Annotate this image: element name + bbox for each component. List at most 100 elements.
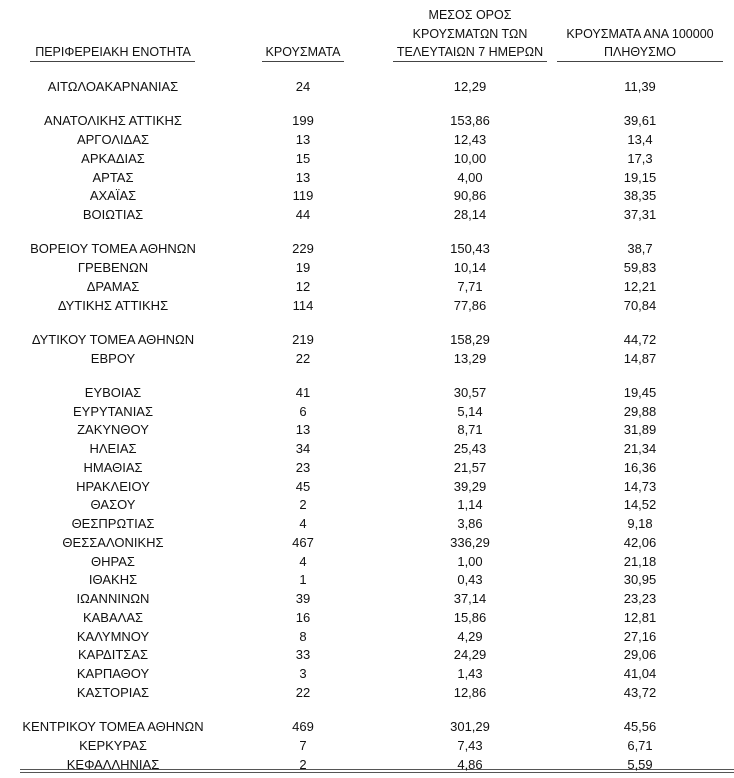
table-cell: 119 — [292, 188, 314, 204]
header-cell: ΤΕΛΕΥΤΑΙΩΝ 7 ΗΜΕΡΩΝ — [396, 45, 544, 59]
table-cell: 7,43 — [457, 737, 483, 753]
table-cell: 13 — [295, 132, 311, 147]
table-cell: 1,43 — [457, 666, 483, 681]
header-cell: ΠΛΗΘΥΣΜΟ — [604, 45, 676, 59]
table-cell: 31,89 — [623, 422, 657, 438]
region-name: ΙΘΑΚΗΣ — [88, 572, 138, 588]
table-cell: 12,81 — [623, 609, 657, 625]
table-cell: 2 — [299, 497, 307, 513]
region-name: ΕΥΒΟΙΑΣ — [84, 384, 142, 400]
table-cell: 23 — [295, 459, 311, 475]
table-cell: 3 — [299, 666, 307, 681]
table-cell: 23,23 — [623, 591, 657, 606]
header-underline — [557, 61, 723, 62]
region-name: ΒΟΙΩΤΙΑΣ — [82, 207, 144, 222]
table-cell: 1 — [299, 572, 307, 588]
region-name: ΗΛΕΙΑΣ — [89, 441, 137, 456]
region-name: ΚΑΛΥΜΝΟΥ — [76, 628, 150, 644]
table-cell: 1,00 — [457, 553, 483, 569]
table-cell: 12,86 — [453, 684, 487, 700]
table-cell: 4,86 — [457, 756, 483, 772]
table-cell: 14,52 — [623, 497, 657, 513]
table-cell: 15,86 — [453, 609, 487, 625]
header-cell: ΚΡΟΥΣΜΑΤΩΝ ΤΩΝ — [412, 26, 528, 41]
table-cell: 229 — [292, 241, 314, 257]
table-cell: 27,16 — [623, 628, 657, 644]
table-cell: 29,06 — [623, 647, 657, 663]
table-cell: 22 — [295, 350, 311, 366]
table-cell: 2 — [299, 756, 307, 772]
table-cell: 12,29 — [453, 79, 487, 94]
table-cell: 467 — [292, 534, 314, 550]
table-cell: 150,43 — [450, 241, 490, 257]
table-cell: 11,39 — [624, 79, 656, 94]
table-cell: 45 — [295, 478, 311, 494]
header-cell: ΚΡΟΥΣΜΑΤΑ — [265, 45, 341, 59]
table-cell: 70,84 — [623, 297, 657, 313]
table-cell: 9,18 — [627, 516, 653, 531]
table-cell: 13,29 — [453, 350, 487, 366]
table-cell: 43,72 — [623, 684, 657, 700]
table-cell: 28,14 — [453, 207, 487, 222]
table-cell: 41 — [295, 384, 311, 400]
table-cell: 469 — [292, 719, 314, 734]
table-cell: 12,21 — [623, 278, 657, 294]
region-name: ΒΟΡΕΙΟΥ ΤΟΜΕΑ ΑΘΗΝΩΝ — [30, 241, 196, 257]
table-cell: 30,57 — [453, 384, 487, 400]
table-cell: 39,29 — [453, 478, 487, 494]
table-cell: 153,86 — [450, 113, 490, 129]
region-name: ΑΙΤΩΛΟΑΚΑΡΝΑΝΙΑΣ — [47, 79, 179, 94]
region-name: ΑΡΓΟΛΙΔΑΣ — [76, 132, 150, 147]
region-name: ΕΒΡΟΥ — [90, 350, 136, 366]
table-cell: 13,4 — [627, 132, 653, 147]
table-cell: 19 — [295, 260, 311, 275]
region-name: ΑΡΤΑΣ — [92, 169, 134, 185]
table-cell: 25,43 — [453, 441, 487, 456]
table-cell: 5,59 — [627, 756, 653, 772]
table-cell: 33 — [295, 647, 311, 663]
table-cell: 14,73 — [623, 478, 657, 494]
header-cell: ΚΡΟΥΣΜΑΤΑ ΑΝΑ 100000 — [566, 26, 714, 41]
region-name: ΗΡΑΚΛΕΙΟΥ — [76, 478, 150, 494]
table-cell: 1,14 — [457, 497, 483, 513]
table-cell: 7,71 — [457, 278, 483, 294]
region-name: ΚΕΝΤΡΙΚΟΥ ΤΟΜΕΑ ΑΘΗΝΩΝ — [22, 719, 204, 734]
region-name: ΚΑΡΠΑΘΟΥ — [76, 666, 150, 681]
header-underline — [262, 61, 344, 62]
table-cell: 45,56 — [623, 719, 657, 734]
table-cell: 10,14 — [453, 260, 487, 275]
header-cell: ΜΕΣΟΣ ΟΡΟΣ — [428, 8, 512, 22]
table-cell: 13 — [295, 422, 311, 438]
table-cell: 16,36 — [623, 459, 657, 475]
region-name: ΓΡΕΒΕΝΩΝ — [77, 260, 149, 275]
table-cell: 21,34 — [623, 441, 657, 456]
table-cell: 0,43 — [457, 572, 483, 588]
table-cell: 38,7 — [627, 241, 653, 257]
table-cell: 39,61 — [623, 113, 657, 129]
table-cell: 14,87 — [623, 350, 657, 366]
table-cell: 12,43 — [453, 132, 487, 147]
table-cell: 7 — [299, 737, 307, 753]
table-cell: 44,72 — [623, 331, 657, 347]
table-cell: 6,71 — [627, 737, 653, 753]
region-name: ΘΗΡΑΣ — [91, 553, 135, 569]
table-cell: 38,35 — [623, 188, 657, 204]
region-name: ΚΕΡΚΥΡΑΣ — [79, 737, 147, 753]
table-cell: 21,57 — [453, 459, 487, 475]
table-cell: 4 — [299, 553, 307, 569]
table-cell: 19,15 — [623, 169, 657, 185]
table-cell: 44 — [295, 207, 311, 222]
table-cell: 22 — [295, 684, 311, 700]
table-cell: 90,86 — [453, 188, 487, 204]
header-underline — [393, 61, 547, 62]
table-cell: 19,45 — [623, 384, 657, 400]
table-cell: 42,06 — [623, 534, 657, 550]
table-cell: 4,00 — [457, 169, 483, 185]
table-cell: 6 — [299, 403, 307, 419]
table-cell: 24,29 — [453, 647, 487, 663]
table-cell: 5,14 — [457, 403, 483, 419]
table-cell: 24 — [295, 79, 311, 94]
region-name: ΑΧΑΪΑΣ — [89, 188, 137, 204]
table-cell: 8,71 — [457, 422, 483, 438]
table-cell: 4,29 — [457, 628, 483, 644]
